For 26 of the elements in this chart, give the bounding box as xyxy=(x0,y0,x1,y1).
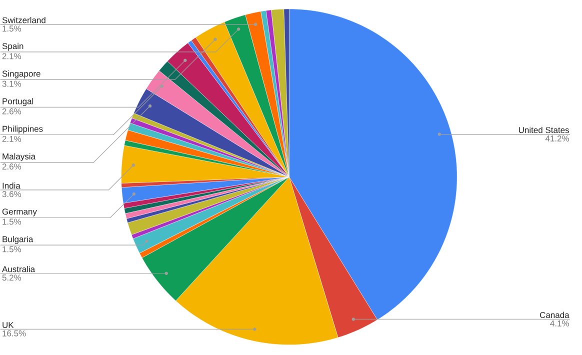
slice-label: Spain xyxy=(2,42,24,51)
data-label: 2.6% xyxy=(2,108,22,114)
data-label: 4.1% xyxy=(550,320,570,326)
data-label: 5.2% xyxy=(2,274,22,281)
slice-label: India xyxy=(2,182,20,189)
data-label: 3.6% xyxy=(2,191,22,198)
slice-label: Bulgaria xyxy=(2,236,34,244)
slice-label: Australia xyxy=(2,266,36,272)
slice-label: Singapore xyxy=(2,70,40,78)
data-label: 2.6% xyxy=(2,164,22,170)
slice-label: UK xyxy=(2,322,14,328)
data-label: 3.1% xyxy=(2,80,22,87)
data-label: 41.2% xyxy=(545,136,570,142)
slice-label: Germany xyxy=(2,208,37,216)
data-label: 1.5% xyxy=(2,218,22,225)
slice-label: Philippines xyxy=(2,126,43,134)
slice-label: Portugal xyxy=(2,98,34,106)
data-label: 2.1% xyxy=(2,53,22,60)
slice-label: Switzerland xyxy=(2,17,46,24)
data-label: 16.5% xyxy=(2,330,26,336)
data-label: 1.5% xyxy=(2,246,22,252)
slice-label: United States xyxy=(518,126,569,134)
slice-label: Malaysia xyxy=(2,153,36,162)
data-label: 1.5% xyxy=(2,26,22,32)
slice-label: Canada xyxy=(540,312,570,318)
data-label: 2.1% xyxy=(2,136,22,142)
